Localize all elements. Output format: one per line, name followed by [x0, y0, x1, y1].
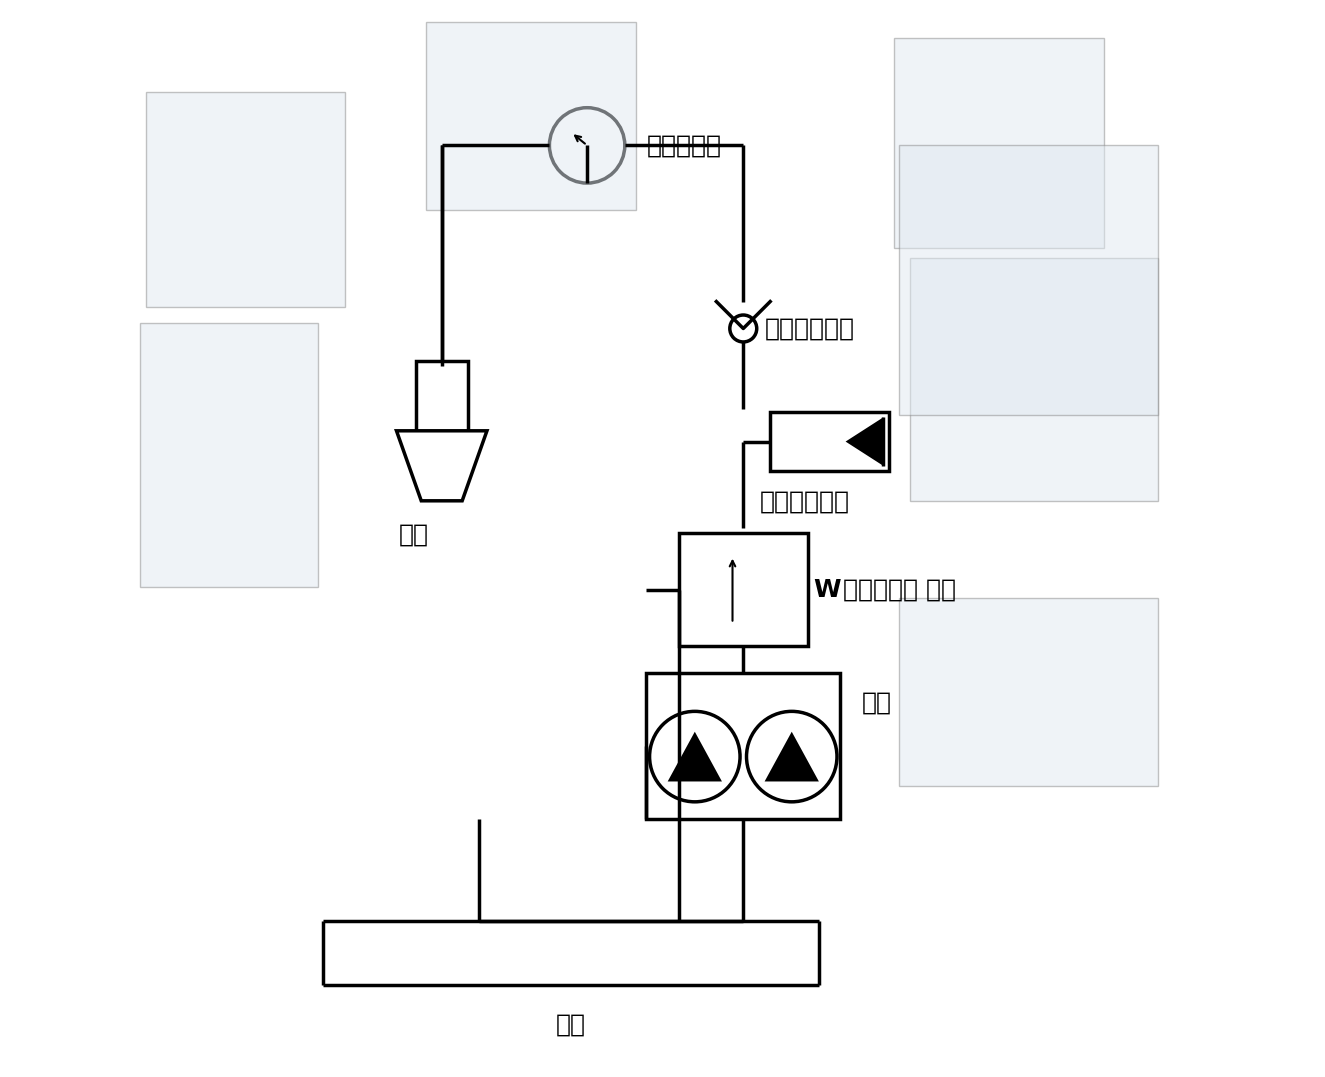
Bar	[910, 258, 1158, 501]
Bar	[900, 145, 1158, 415]
Polygon shape	[845, 418, 884, 465]
Text: 유량조절밸브: 유량조절밸브	[765, 317, 855, 340]
Bar	[416, 361, 468, 431]
Text: 탱크: 탱크	[556, 1012, 586, 1036]
Circle shape	[730, 314, 757, 342]
Text: W: W	[814, 577, 841, 602]
Circle shape	[746, 712, 837, 801]
Text: 폼프: 폼프	[861, 690, 892, 715]
Bar	[894, 38, 1104, 248]
Circle shape	[550, 108, 625, 183]
Bar	[678, 533, 808, 646]
Bar	[146, 92, 344, 307]
Text: 압력게이지: 압력게이지	[647, 134, 721, 157]
Polygon shape	[765, 731, 819, 782]
Bar	[900, 598, 1158, 786]
Circle shape	[649, 712, 741, 801]
Bar	[425, 22, 636, 210]
Bar	[770, 411, 889, 472]
Polygon shape	[668, 731, 722, 782]
Bar	[647, 673, 840, 819]
Text: 어큐물레이터: 어큐물레이터	[759, 490, 849, 514]
Text: 노즌: 노즌	[399, 522, 428, 546]
Bar	[140, 323, 318, 587]
Polygon shape	[396, 431, 488, 501]
Text: 압력릴리프 밸브: 압력릴리프 밸브	[844, 577, 957, 602]
